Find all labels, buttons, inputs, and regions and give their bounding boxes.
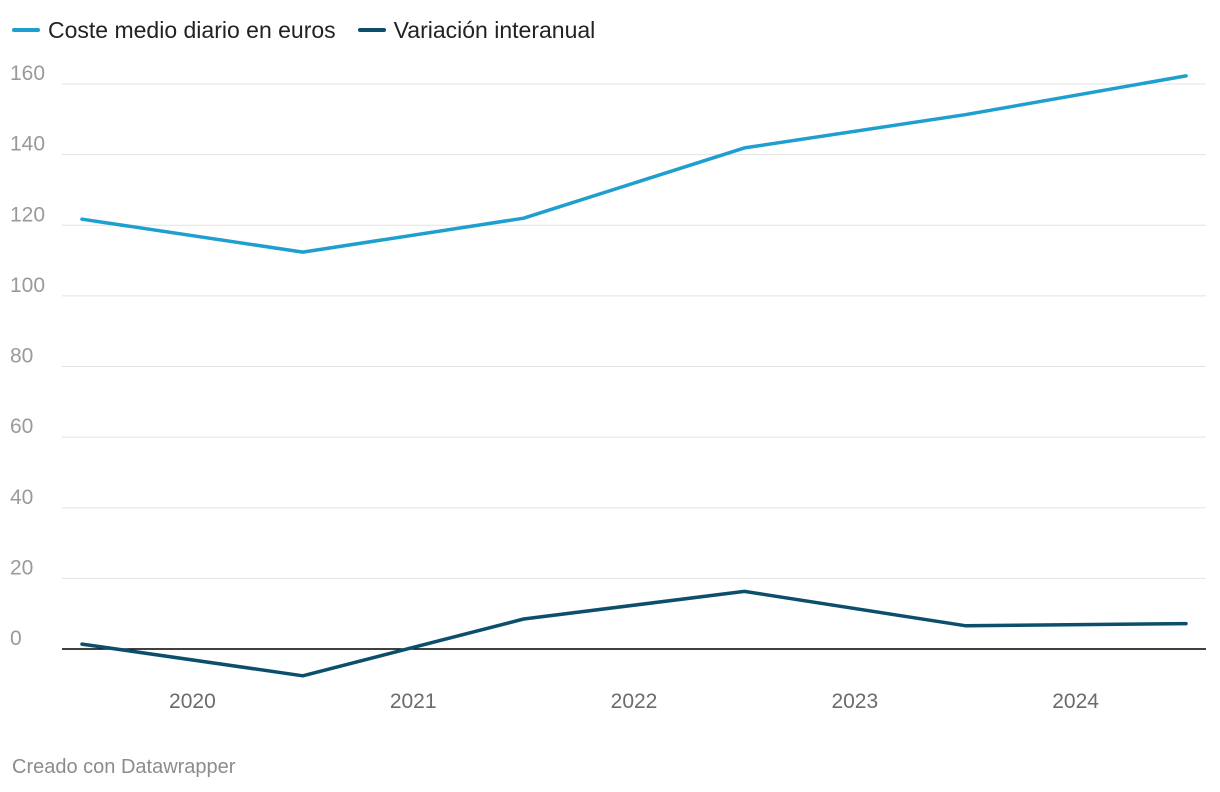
y-tick-label: 60 bbox=[10, 415, 33, 438]
x-tick-label: 2024 bbox=[1052, 690, 1099, 713]
x-axis: 2020 2021 2022 2023 2024 bbox=[169, 690, 1099, 713]
y-tick-label: 120 bbox=[10, 203, 45, 226]
y-tick-label: 100 bbox=[10, 274, 45, 297]
legend-swatch-coste bbox=[12, 28, 40, 32]
x-tick-label: 2020 bbox=[169, 690, 216, 713]
legend-swatch-variacion bbox=[357, 28, 386, 32]
series-line-coste bbox=[80, 74, 1188, 254]
x-tick-label: 2021 bbox=[390, 690, 437, 713]
legend-item-variacion: Variación interanual bbox=[357, 16, 596, 44]
y-tick-label: 160 bbox=[10, 62, 45, 85]
footer-credit: Creado con Datawrapper bbox=[12, 756, 236, 778]
y-tick-label: 40 bbox=[10, 486, 33, 509]
legend-item-coste: Coste medio diario en euros bbox=[12, 17, 336, 44]
y-tick-label: 140 bbox=[10, 133, 45, 156]
y-tick-label: 80 bbox=[10, 345, 33, 368]
x-tick-label: 2022 bbox=[611, 690, 658, 713]
y-tick-label: 0 bbox=[10, 627, 22, 650]
x-tick-label: 2023 bbox=[831, 690, 878, 713]
y-tick-label: 20 bbox=[10, 556, 33, 579]
legend-label-variacion: Variación interanual bbox=[393, 16, 596, 43]
y-gridlines: 0 20 40 60 80 100 120 140 160 bbox=[10, 62, 1206, 650]
legend-label-coste: Coste medio diario en euros bbox=[48, 16, 336, 43]
series-line-variacion bbox=[80, 589, 1188, 678]
chart-legend: Coste medio diario en euros Variación in… bbox=[12, 14, 617, 46]
